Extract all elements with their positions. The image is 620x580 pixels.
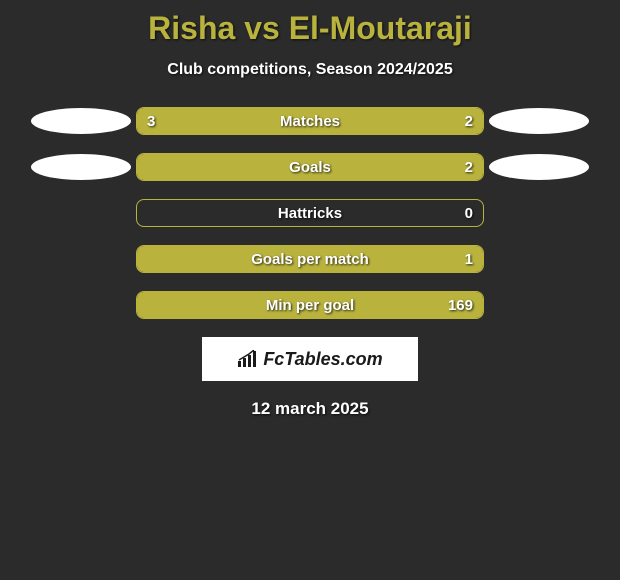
bar-right-fill [137,154,483,180]
stat-row: 0 Hattricks 0 [0,199,620,227]
right-oval-slot [484,200,594,226]
stat-right-value: 0 [465,200,473,226]
stat-right-value: 2 [465,154,473,180]
date-text: 12 march 2025 [0,399,620,419]
left-oval-slot [26,200,136,226]
right-oval-slot [484,292,594,318]
left-oval-slot [26,108,136,134]
stat-bar: 0 Hattricks 0 [136,199,484,227]
stat-left-value: 3 [147,108,155,134]
stat-bar: 0 Goals per match 1 [136,245,484,273]
page-subtitle: Club competitions, Season 2024/2025 [0,61,620,79]
branding-inner: FcTables.com [237,349,382,370]
stat-row: 0 Goals per match 1 [0,245,620,273]
stat-bar: 0 Goals 2 [136,153,484,181]
right-oval-slot [484,246,594,272]
stat-bar: 0 Min per goal 169 [136,291,484,319]
bar-right-fill [137,292,483,318]
branding-text: FcTables.com [263,349,382,370]
stat-bar: 3 Matches 2 [136,107,484,135]
stat-label: Hattricks [137,200,483,226]
stat-row: 0 Goals 2 [0,153,620,181]
stat-right-value: 1 [465,246,473,272]
bar-right-fill [345,108,483,134]
stats-rows: 3 Matches 2 0 Goals 2 0 [0,107,620,319]
right-team-oval [489,154,589,180]
left-oval-slot [26,292,136,318]
branding-box: FcTables.com [202,337,418,381]
left-oval-slot [26,154,136,180]
page-title: Risha vs El-Moutaraji [0,0,620,47]
stat-right-value: 2 [465,108,473,134]
right-oval-slot [484,108,594,134]
left-oval-slot [26,246,136,272]
left-team-oval [31,154,131,180]
stat-row: 0 Min per goal 169 [0,291,620,319]
bar-right-fill [137,246,483,272]
stat-row: 3 Matches 2 [0,107,620,135]
bar-left-fill [137,108,345,134]
chart-icon [237,350,259,368]
right-oval-slot [484,154,594,180]
right-team-oval [489,108,589,134]
left-team-oval [31,108,131,134]
stat-right-value: 169 [448,292,473,318]
